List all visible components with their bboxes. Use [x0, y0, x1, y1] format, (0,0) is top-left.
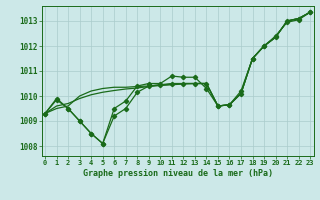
X-axis label: Graphe pression niveau de la mer (hPa): Graphe pression niveau de la mer (hPa) — [83, 169, 273, 178]
